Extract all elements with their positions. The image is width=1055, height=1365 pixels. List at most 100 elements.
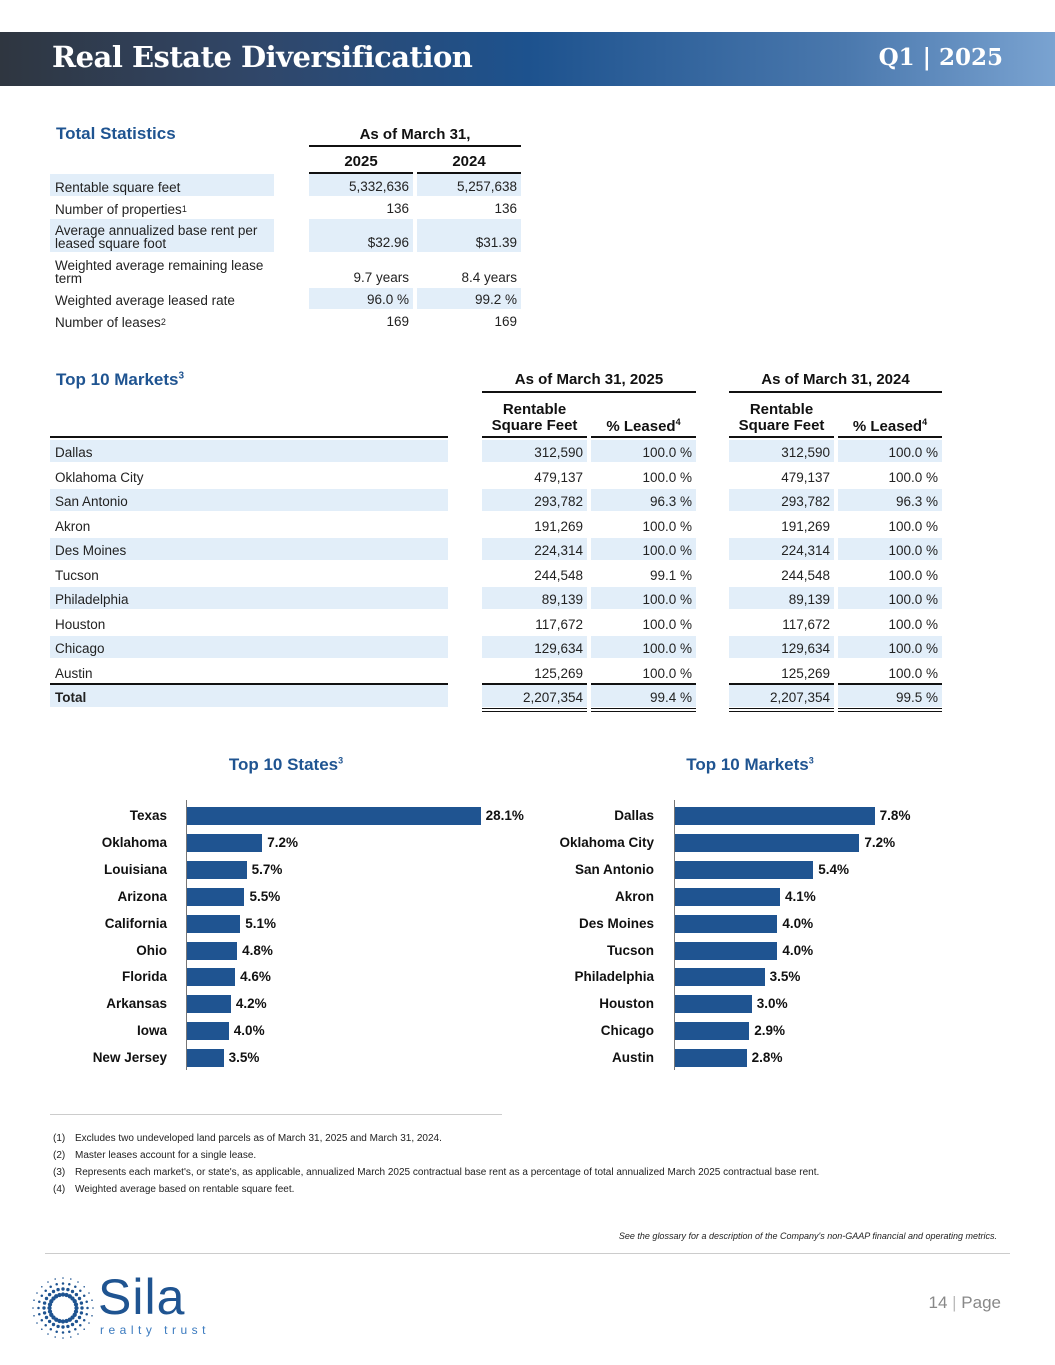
data-label: 3.5% bbox=[769, 969, 801, 985]
market-value: 89,139 bbox=[729, 587, 834, 609]
footnote-text: Weighted average based on rentable squar… bbox=[75, 1184, 295, 1195]
data-label: 4.2% bbox=[235, 996, 267, 1012]
market-value: 100.0 % bbox=[591, 440, 696, 462]
stats-col-2024: 2024 bbox=[452, 153, 486, 170]
market-value: 100.0 % bbox=[642, 616, 692, 632]
category-label: Des Moines bbox=[578, 915, 654, 931]
page-number: 14 bbox=[928, 1293, 948, 1312]
data-label: 4.0% bbox=[782, 942, 814, 958]
category-label: Ohio bbox=[136, 942, 167, 958]
total-label: Total bbox=[50, 685, 448, 707]
market-value: 293,782 bbox=[729, 489, 834, 511]
category-label: Chicago bbox=[600, 1023, 654, 1039]
divider bbox=[50, 436, 448, 438]
data-label: 28.1% bbox=[485, 808, 524, 823]
data-label: 5.7% bbox=[251, 861, 283, 877]
divider bbox=[729, 683, 834, 685]
footnote-number: (2) bbox=[53, 1150, 66, 1161]
category-label: Oklahoma bbox=[101, 834, 167, 850]
category-label: Philadelphia bbox=[574, 969, 654, 985]
bar bbox=[675, 860, 814, 879]
market-value: 117,672 bbox=[782, 616, 830, 632]
divider bbox=[50, 683, 448, 685]
market-name: Austin bbox=[55, 665, 93, 681]
footnote-text: Represents each market's, or state's, as… bbox=[75, 1167, 820, 1178]
footnote-number: (4) bbox=[53, 1184, 66, 1195]
stats-row-label: Average annualized base rent per leased … bbox=[50, 219, 274, 252]
data-label: 2.9% bbox=[754, 1023, 786, 1039]
data-label: 4.8% bbox=[242, 942, 273, 958]
logo-subtext: realty trust bbox=[100, 1323, 211, 1337]
chart-axis bbox=[186, 800, 187, 1070]
market-name: Oklahoma City bbox=[55, 469, 144, 485]
stats-value-2025: 136 bbox=[386, 201, 409, 216]
bar bbox=[187, 1049, 224, 1068]
footnote-ref: 4 bbox=[675, 417, 681, 427]
market-value: 100.0 % bbox=[591, 636, 696, 658]
market-name: Houston bbox=[55, 616, 106, 632]
category-label: Texas bbox=[129, 808, 167, 823]
double-underline bbox=[591, 711, 696, 712]
bar bbox=[187, 860, 247, 879]
double-underline bbox=[729, 708, 834, 709]
stats-row-label: Rentable square feet bbox=[50, 174, 274, 196]
stats-value-2025: 9.7 years bbox=[353, 270, 409, 285]
market-value: 479,137 bbox=[534, 469, 583, 485]
market-value: 96.3 % bbox=[838, 489, 942, 511]
market-value: 117,672 bbox=[535, 616, 583, 632]
data-label: 5.1% bbox=[245, 915, 277, 931]
bar bbox=[675, 887, 780, 906]
category-label: Tucson bbox=[607, 942, 654, 958]
market-name: Chicago bbox=[50, 636, 448, 658]
market-value: 100.0 % bbox=[888, 616, 938, 632]
page-label: Page bbox=[961, 1293, 1001, 1312]
divider bbox=[591, 683, 696, 685]
data-label: 5.4% bbox=[818, 861, 850, 877]
category-label: Florida bbox=[121, 969, 167, 985]
footnote-ref: 2 bbox=[160, 317, 166, 327]
stats-row-label: Weighted average leased rate bbox=[55, 293, 235, 308]
category-label: Louisiana bbox=[103, 861, 167, 877]
stats-value-2024: 99.2 % bbox=[417, 288, 521, 309]
data-label: 4.0% bbox=[233, 1023, 265, 1039]
col-header-pct-leased: % Leased4 bbox=[852, 417, 928, 435]
market-name: Tucson bbox=[55, 567, 99, 583]
divider bbox=[417, 172, 521, 174]
stats-value-2025: 96.0 % bbox=[309, 288, 413, 309]
category-label: Austin bbox=[612, 1050, 654, 1066]
stats-row-label: Number of properties 1 bbox=[55, 202, 187, 217]
footnote-number: (1) bbox=[53, 1133, 66, 1144]
category-label: New Jersey bbox=[92, 1050, 167, 1066]
bar bbox=[675, 833, 860, 852]
bar bbox=[187, 1022, 229, 1041]
col-header-pct-leased: % Leased4 bbox=[606, 417, 681, 435]
market-value: 2,207,354 bbox=[729, 685, 834, 707]
bar bbox=[675, 1049, 747, 1068]
category-label: Arizona bbox=[117, 888, 167, 904]
data-label: 7.2% bbox=[267, 834, 299, 850]
market-value: 100.0 % bbox=[838, 538, 942, 560]
category-label: Arkansas bbox=[106, 996, 167, 1012]
category-label: Dallas bbox=[614, 808, 654, 823]
market-value: 129,634 bbox=[729, 636, 834, 658]
market-value: 99.1 % bbox=[649, 567, 692, 583]
col-header-rentable-sf: Rentable Square Feet bbox=[491, 401, 578, 434]
divider bbox=[482, 391, 696, 393]
divider bbox=[482, 436, 587, 438]
data-label: 4.0% bbox=[782, 915, 814, 931]
group-header-2024: As of March 31, 2024 bbox=[761, 371, 910, 388]
page-indicator: 14 | Page bbox=[928, 1293, 1001, 1312]
double-underline bbox=[482, 708, 587, 709]
double-underline bbox=[838, 708, 942, 709]
footnote: (4) Weighted average based on rentable sq… bbox=[53, 1184, 294, 1195]
bar bbox=[187, 995, 231, 1014]
market-value: 2,207,354 bbox=[482, 685, 587, 707]
category-label: Oklahoma City bbox=[559, 834, 654, 850]
chart-title: Top 10 States3 bbox=[228, 755, 344, 774]
market-value: 99.4 % bbox=[591, 685, 696, 707]
market-value: 100.0 % bbox=[888, 665, 938, 681]
market-value: 129,634 bbox=[482, 636, 587, 658]
footnote-ref: 3 bbox=[178, 370, 185, 382]
double-underline bbox=[482, 711, 587, 712]
page-title: Real Estate Diversification bbox=[52, 40, 473, 74]
